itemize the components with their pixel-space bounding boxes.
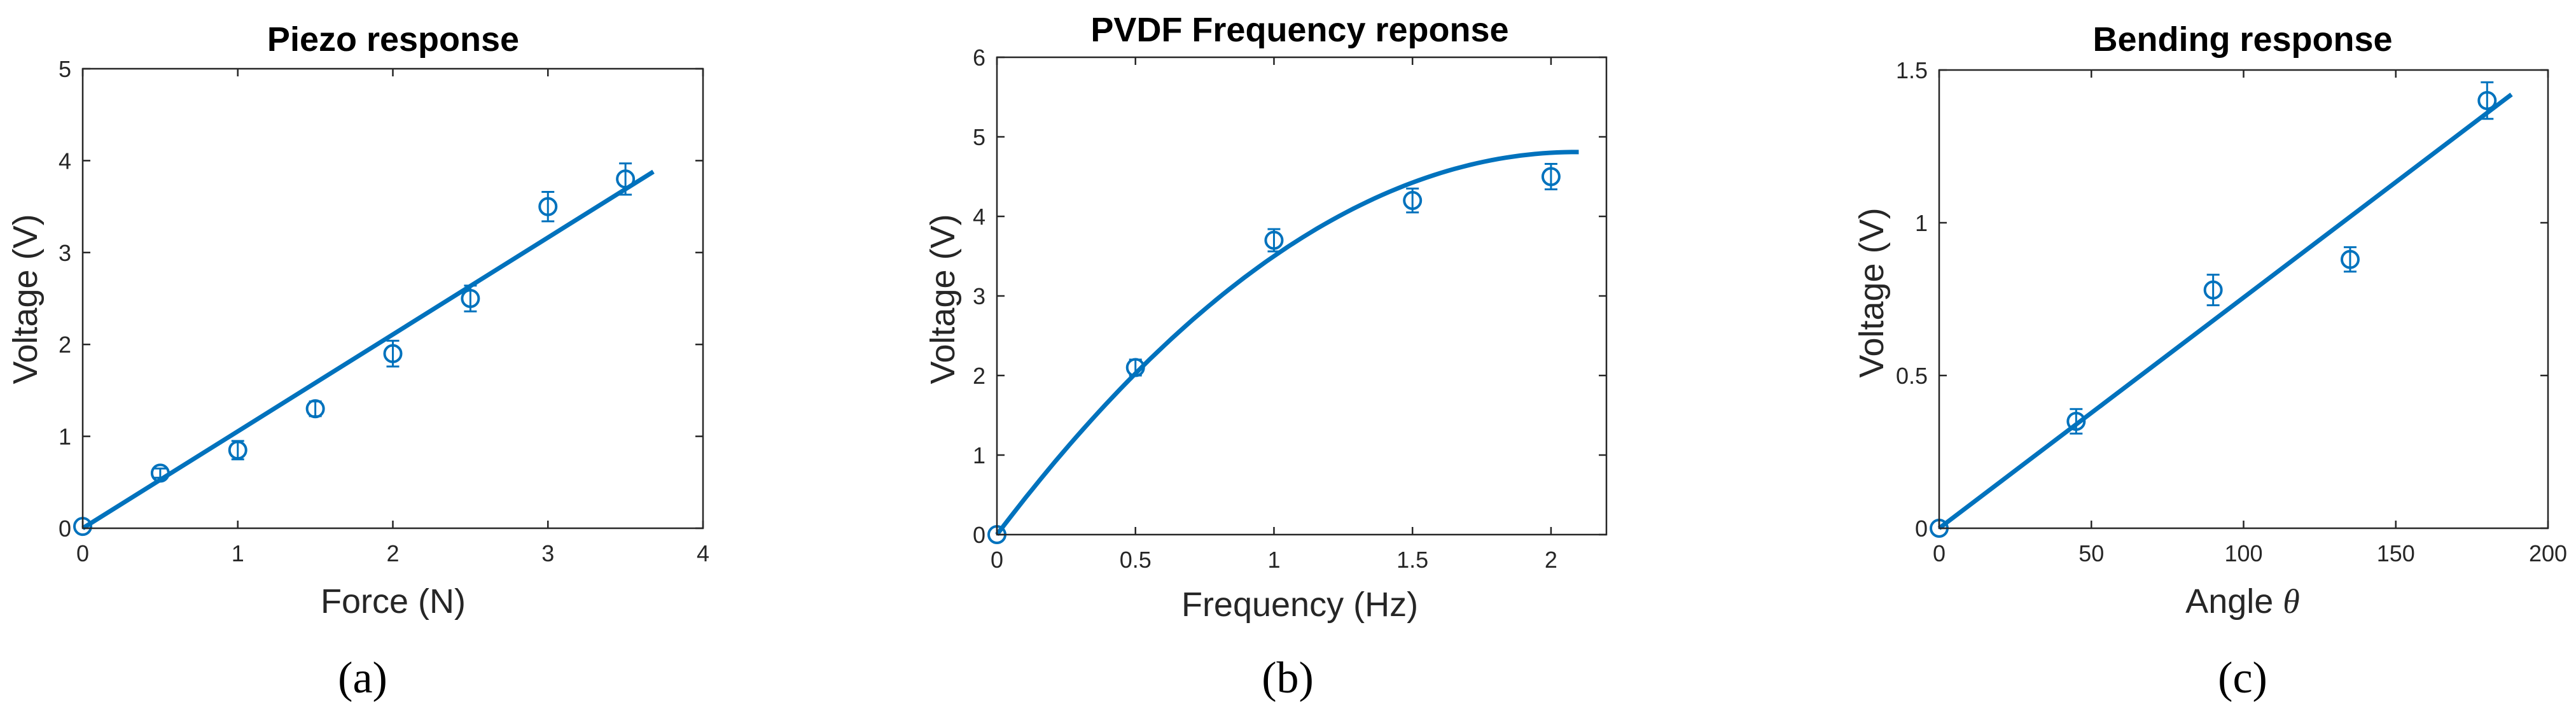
y-tick-label: 0 [59,516,71,542]
chart-title: Piezo response [267,20,519,59]
chart-title: PVDF Frequency reponse [1090,11,1508,49]
y-tick-label: 5 [59,56,71,82]
panel-label: (c) [2218,654,2267,703]
fit-curve [995,150,1579,537]
x-axis-label: Angle θ [2185,582,2300,621]
data-point [2477,91,2497,110]
y-axis-label: Voltage (V) [1853,207,1891,377]
y-tick-label: 5 [973,124,985,150]
fit-line [81,169,655,530]
data-point [538,197,558,216]
data-point [305,399,325,419]
x-axis-label: Frequency (Hz) [1181,586,1418,624]
plot-area: 0 0.5 1 1.5 2 0 1 2 3 4 5 6 [973,45,1608,573]
x-tick-label: 0.5 [1120,547,1152,573]
data-point [150,463,170,483]
chart-title: Bending response [2092,20,2392,59]
y-tick-label: 1.5 [1896,57,1928,83]
x-tick-label: 1 [232,540,244,566]
y-tick-label: 0 [973,522,985,548]
y-tick-label: 2 [59,332,71,358]
x-tick-label: 0 [1933,540,1946,566]
data-point [1125,358,1145,377]
x-tick-label: 1 [1267,547,1280,573]
data-point [1541,167,1561,186]
panel-label: (b) [1262,654,1314,703]
data-point [1264,230,1284,250]
y-tick-label: 1 [973,442,985,468]
x-tick-label: 0 [76,540,89,566]
y-tick-label: 4 [59,148,71,174]
fit-line [1937,92,2513,530]
data-point [383,344,403,363]
data-point [616,169,636,189]
y-tick-label: 0.5 [1896,363,1928,389]
y-axis-label: Voltage (V) [6,214,45,384]
y-tick-label: 6 [973,45,985,71]
x-axis-label-text: Angle [2185,582,2283,621]
plot-area: 0 1 2 3 4 0 1 2 3 4 5 [59,56,709,566]
y-tick-label: 1 [59,424,71,450]
y-tick-label: 1 [1915,210,1928,236]
plot-area: 0 50 100 150 200 0 0.5 1 1.5 [1896,57,2567,566]
x-tick-label: 2 [386,540,399,566]
y-tick-label: 2 [973,363,985,389]
x-axis-label: Force (N) [321,582,466,621]
y-axis-label: Voltage (V) [924,214,962,384]
x-tick-label: 0 [991,547,1003,573]
y-tick-label: 3 [59,240,71,266]
theta-symbol: θ [2283,582,2300,621]
axes-box [996,56,1608,536]
x-tick-label: 100 [2224,540,2262,566]
x-tick-label: 3 [541,540,554,566]
data-point [228,440,247,460]
axes-box [1938,69,2549,530]
panel-a-piezo-response: Piezo response 0 1 2 3 4 0 1 2 3 4 5 Force (N) Vol… [6,20,709,703]
panel-c-bending-response: Bending response 0 50 100 150 200 0 0.5 1 1.5 An… [1853,20,2567,703]
panel-b-pvdf-frequency-response: PVDF Frequency reponse 0 0.5 1 1.5 20123456 … [924,11,1608,703]
data-point [2340,249,2360,269]
x-tick-label: 150 [2377,540,2415,566]
x-tick-label: 50 [2078,540,2104,566]
y-tick-label: 4 [973,204,985,230]
y-tick-label: 0 [1915,516,1928,542]
x-tick-label: 200 [2529,540,2567,566]
x-tick-label: 1.5 [1396,547,1428,573]
data-point [461,289,480,308]
data-point [2066,412,2086,431]
data-point [1403,191,1423,210]
x-tick-label: 4 [697,540,709,566]
axes-box [81,67,704,530]
x-tick-label: 2 [1545,547,1557,573]
y-tick-label: 3 [973,283,985,309]
panel-label: (a) [338,654,387,703]
data-point [2203,280,2223,300]
